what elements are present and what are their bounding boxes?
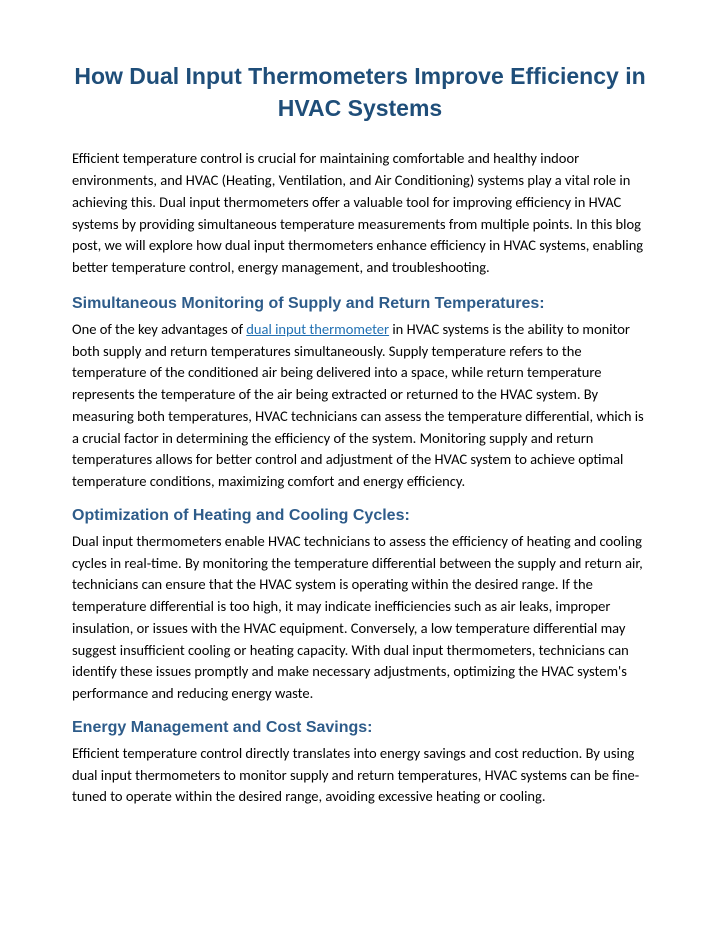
section-body-1: One of the key advantages of dual input …: [72, 319, 648, 493]
section-body-3: Efficient temperature control directly t…: [72, 743, 648, 808]
body-text-post: in HVAC systems is the ability to monito…: [72, 320, 644, 490]
page-title: How Dual Input Thermometers Improve Effi…: [72, 60, 648, 124]
section-heading-3: Energy Management and Cost Savings:: [72, 719, 648, 737]
body-text-pre: One of the key advantages of: [72, 320, 246, 338]
section-heading-1: Simultaneous Monitoring of Supply and Re…: [72, 295, 648, 313]
section-heading-2: Optimization of Heating and Cooling Cycl…: [72, 507, 648, 525]
section-body-2: Dual input thermometers enable HVAC tech…: [72, 531, 648, 705]
intro-paragraph: Efficient temperature control is crucial…: [72, 148, 648, 279]
dual-input-thermometer-link[interactable]: dual input thermometer: [246, 320, 389, 338]
